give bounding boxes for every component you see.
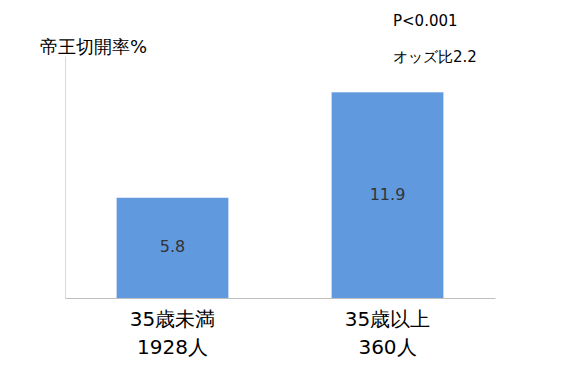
bars: [117, 92, 444, 298]
annotation: オッズ比2.2: [393, 48, 477, 66]
data-label: 5.8: [160, 237, 185, 256]
x-tick-label-line: 1928人: [137, 335, 208, 359]
title: 帝王切開率%: [40, 36, 147, 57]
chart-svg: 35歳未満 1928人 35歳以上 360人 5.8 11.9 帝王切開率% P<0.001 オ…: [0, 0, 570, 375]
x-axis-line: [66, 298, 496, 299]
y-axis-line: [65, 57, 66, 299]
x-tick-label-line: 360人: [358, 335, 416, 359]
bar: [332, 92, 444, 298]
data-label: 11.9: [370, 185, 406, 204]
x-tick: 35歳以上 360人: [345, 298, 430, 359]
annotations: P<0.001 オッズ比2.2: [393, 12, 477, 66]
annotation: P<0.001: [393, 12, 458, 30]
x-tick-label: 35歳以上 360人: [345, 307, 430, 359]
x-tick-label-line: 35歳以上: [345, 307, 430, 331]
bar: [117, 198, 229, 298]
x-tick-label: 35歳未満 1928人: [130, 307, 215, 359]
y-axis: [65, 57, 66, 299]
data-labels: 5.8 11.9: [160, 185, 406, 257]
chart-container: 35歳未満 1928人 35歳以上 360人 5.8 11.9 帝王切開率% P<0.001 オ…: [0, 0, 570, 375]
x-axis: 35歳未満 1928人 35歳以上 360人: [66, 298, 496, 359]
x-tick-label-line: 35歳未満: [130, 307, 215, 331]
x-tick: 35歳未満 1928人: [130, 298, 215, 359]
